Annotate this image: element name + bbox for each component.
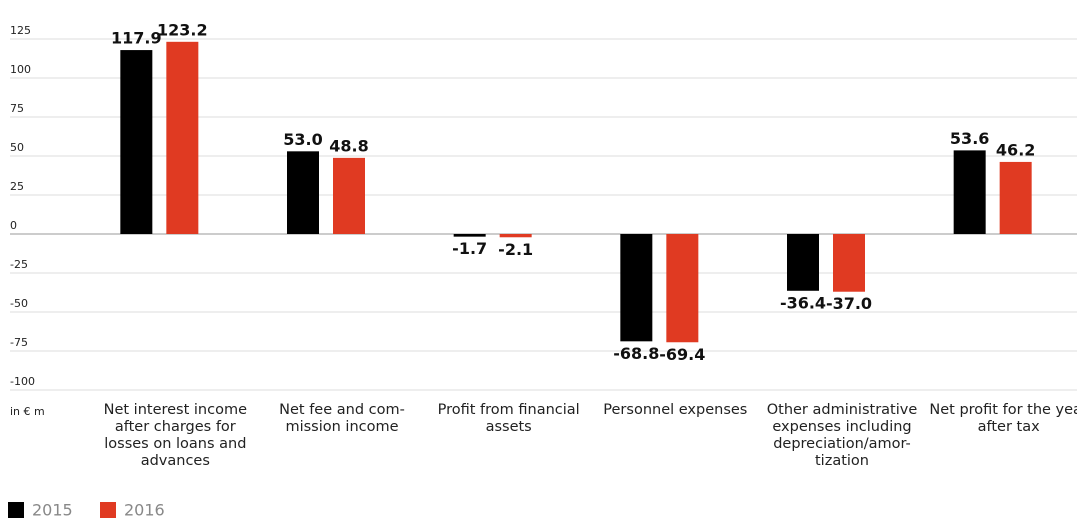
value-label: -1.7: [452, 239, 487, 258]
y-tick-label: 50: [10, 141, 24, 154]
bar: [453, 234, 486, 237]
y-tick-label: -75: [10, 336, 28, 349]
x-tick-label: Net fee and com- mission income: [279, 402, 405, 435]
bar: [999, 161, 1032, 234]
y-tick-label: 75: [10, 102, 24, 115]
bar: [499, 234, 532, 238]
legend-label: 2016: [124, 501, 165, 518]
x-tick-label: Other administrative expenses including …: [766, 402, 918, 469]
bar: [166, 41, 199, 234]
unit-label: in € m: [10, 405, 45, 418]
value-label: -68.8: [613, 344, 659, 363]
value-label: 53.0: [283, 130, 322, 149]
x-tick-label: Personnel expenses: [603, 402, 748, 418]
y-tick-label: 0: [10, 219, 17, 232]
value-label: 53.6: [950, 129, 989, 148]
bar: [620, 234, 653, 342]
value-label: -36.4: [780, 293, 826, 312]
y-tick-label: -50: [10, 297, 28, 310]
legend-label: 2015: [32, 501, 73, 518]
bar: [787, 234, 819, 291]
bar: [953, 150, 986, 234]
value-label: 48.8: [329, 136, 368, 155]
bar: [666, 234, 699, 343]
y-tick-label: 100: [10, 63, 31, 76]
value-label: -2.1: [498, 240, 533, 259]
legend-swatch: [100, 502, 116, 518]
x-tick-label: Net interest income after charges for lo…: [103, 402, 248, 469]
value-label: -69.4: [659, 345, 705, 364]
x-tick-label: Net profit for the year after tax: [929, 402, 1077, 435]
bar: [120, 50, 153, 234]
bar: [833, 234, 865, 292]
value-label: -37.0: [826, 294, 872, 313]
bar: [287, 151, 319, 234]
legend-swatch: [8, 502, 24, 518]
y-tick-label: -25: [10, 258, 28, 271]
y-tick-label: 25: [10, 180, 24, 193]
x-tick-label: Profit from financial assets: [437, 402, 580, 435]
value-label: 117.9: [111, 29, 162, 48]
value-label: 46.2: [996, 140, 1035, 159]
bar: [333, 157, 365, 234]
y-tick-label: 125: [10, 24, 31, 37]
value-label: 123.2: [157, 20, 208, 39]
y-tick-label: -100: [10, 375, 35, 388]
